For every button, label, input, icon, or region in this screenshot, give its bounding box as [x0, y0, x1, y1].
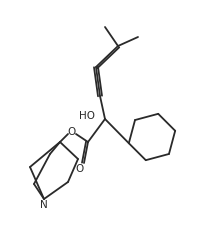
Text: N: N: [40, 199, 48, 209]
Text: HO: HO: [79, 111, 95, 121]
Text: O: O: [75, 163, 84, 173]
Text: O: O: [68, 126, 76, 136]
